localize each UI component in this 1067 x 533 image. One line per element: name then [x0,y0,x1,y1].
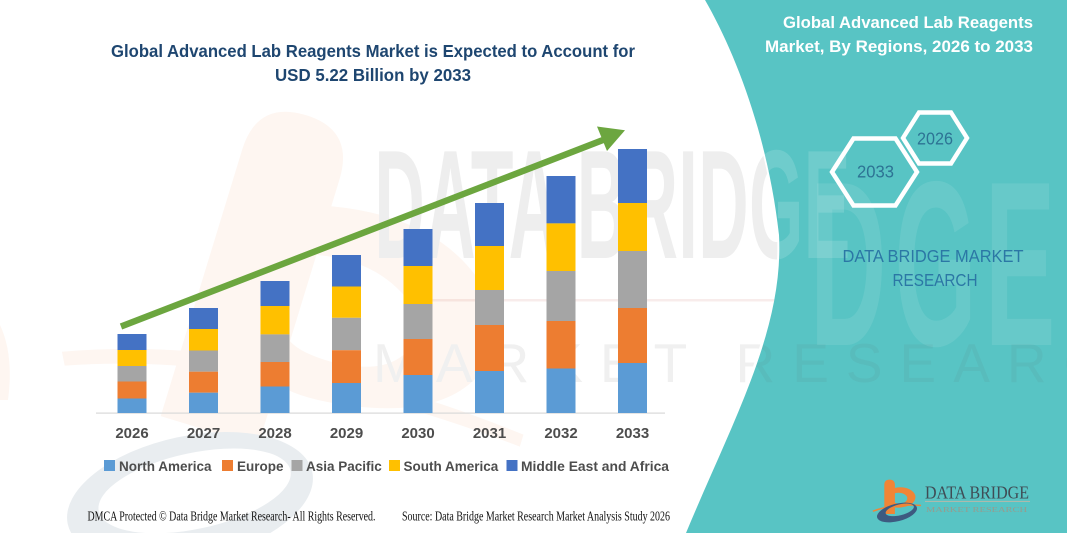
svg-text:DMCA Protected © Data Bridge M: DMCA Protected © Data Bridge Market Rese… [88,510,376,525]
svg-text:RESEARCH: RESEARCH [893,270,978,290]
svg-text:Asia Pacific: Asia Pacific [306,459,382,474]
svg-text:Middle East and Africa: Middle East and Africa [521,459,670,474]
svg-text:MARKET RESEARCH: MARKET RESEARCH [926,507,1027,514]
svg-text:2026: 2026 [917,129,953,149]
svg-text:DGE: DGE [810,132,1063,395]
svg-text:2033: 2033 [857,162,894,182]
svg-text:2029: 2029 [330,425,363,442]
svg-text:North America: North America [119,459,212,474]
svg-text:2026: 2026 [115,425,148,442]
svg-text:USD 5.22 Billion by 2033: USD 5.22 Billion by 2033 [275,65,471,85]
svg-text:Europe: Europe [237,459,284,474]
svg-text:2031: 2031 [473,425,506,442]
svg-text:Global Advanced Lab Reagents: Global Advanced Lab Reagents [783,13,1033,32]
svg-text:2028: 2028 [258,425,291,442]
svg-text:DATA BRIDGE MARKET: DATA BRIDGE MARKET [843,246,1024,266]
svg-text:2033: 2033 [616,425,649,442]
svg-text:DATA BRIDGE: DATA BRIDGE [925,483,1029,503]
svg-text:2032: 2032 [544,425,577,442]
svg-text:Market, By Regions, 2026 to 20: Market, By Regions, 2026 to 2033 [765,37,1033,56]
svg-text:South America: South America [404,459,499,474]
svg-text:Source: Data Bridge Market Res: Source: Data Bridge Market Research Mark… [402,510,670,525]
svg-text:2027: 2027 [187,425,220,442]
svg-text:2030: 2030 [401,425,434,442]
svg-text:Global Advanced Lab Reagents M: Global Advanced Lab Reagents Market is E… [111,41,635,61]
